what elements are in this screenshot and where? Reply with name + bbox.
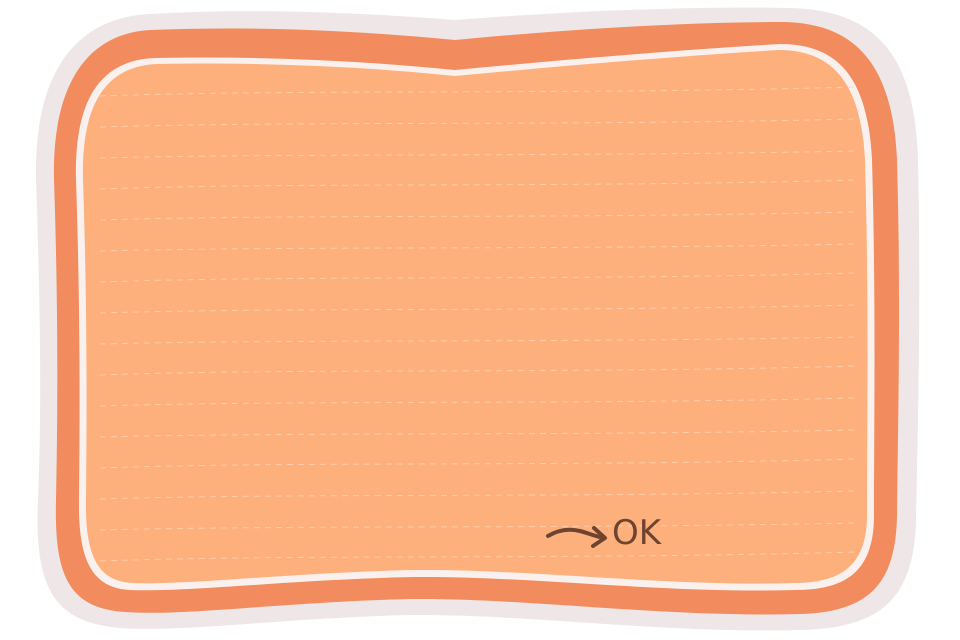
ruled-line xyxy=(99,304,856,314)
ruled-line xyxy=(99,365,856,376)
ruled-line xyxy=(99,272,856,283)
ruled-line xyxy=(99,179,856,190)
ok-button[interactable]: OK xyxy=(544,508,674,558)
ruled-line xyxy=(99,551,856,562)
ruled-line xyxy=(99,397,856,407)
panel-paper xyxy=(82,50,868,584)
ruled-line xyxy=(99,150,856,159)
ruled-line xyxy=(99,490,856,500)
ruled-line xyxy=(99,118,856,128)
ok-label: OK xyxy=(612,513,662,553)
ruled-line xyxy=(99,211,856,221)
ruled-line xyxy=(99,522,856,531)
arrow-right-icon xyxy=(546,526,607,548)
ruled-line xyxy=(99,243,856,252)
ruled-line xyxy=(99,429,856,438)
ruled-lines xyxy=(99,86,856,562)
ruled-line xyxy=(99,86,856,97)
ruled-line xyxy=(99,336,856,345)
ruled-line xyxy=(99,458,856,469)
